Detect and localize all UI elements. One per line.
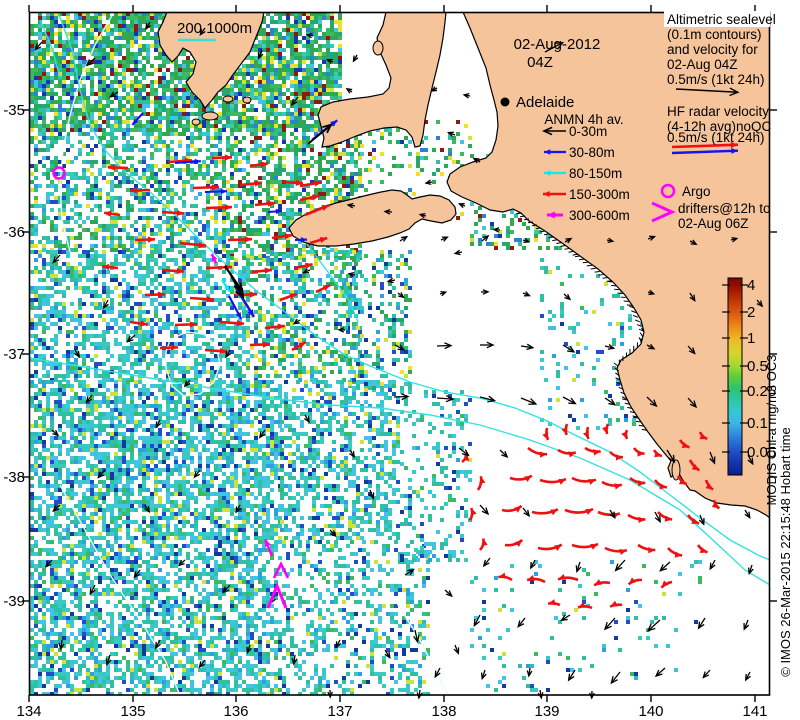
argo-drifter-glyphs [52, 166, 676, 609]
imos-credit: © IMOS 26-Mar-2015 22:15:48 Hobart time [778, 427, 793, 676]
colorbar-tick-label: 4 [747, 277, 755, 294]
colorbar-tick-label: 0.05 [747, 444, 776, 461]
y-tick-label: -37 [3, 346, 25, 363]
argo-label: Argo [682, 184, 711, 199]
anmn-item-label: 300-600m [569, 208, 630, 223]
colorbar-tick-label: 0.1 [747, 415, 768, 432]
hf-legend-line: 0.5m/s (1kt 24h) [667, 130, 765, 145]
y-tick-label: -35 [3, 102, 25, 119]
altimetric-legend-backdrop [664, 11, 770, 27]
altimetric-legend-line: 02-Aug 04Z [667, 57, 738, 72]
altimetric-legend-line: (0.1m contours) [667, 27, 762, 42]
anmn-legend-title: ANMN 4h av. [544, 112, 623, 127]
colorbar-tick-label: 0.5 [747, 358, 768, 375]
y-tick-label: -39 [3, 593, 25, 610]
x-tick-label: 135 [120, 703, 145, 720]
anmn-item-label: 30-80m [569, 145, 615, 160]
depth-scale-label: 200 1000m [177, 20, 252, 37]
hf-legend-line: (4-12h avg)noQC [667, 119, 772, 134]
x-tick-label: 136 [223, 703, 248, 720]
y-tick-label: -36 [3, 224, 25, 241]
x-tick-label: 139 [534, 703, 559, 720]
argo-drifters-line: 02-Aug 06Z [678, 216, 749, 231]
map-frame [28, 11, 771, 696]
axes-ticks [22, 5, 777, 702]
colorbar-ticks [722, 284, 748, 453]
anmn-item-label: 80-150m [569, 166, 622, 181]
x-tick-label: 134 [16, 703, 41, 720]
map-hour: 04Z [527, 54, 553, 71]
x-tick-label: 137 [327, 703, 352, 720]
adelaide-label: Adelaide [516, 94, 574, 111]
x-tick-label: 140 [638, 703, 663, 720]
x-tick-label: 138 [431, 703, 456, 720]
colorbar-tick-label: 1 [747, 330, 755, 347]
colorbar-title: MODIS Chl-a mg/m3 OC3 [764, 355, 779, 506]
coorong-beach-hatch [515, 212, 647, 431]
adelaide-marker [500, 97, 510, 107]
argo-drifters-line: drifters@12h to [678, 201, 771, 216]
velocity-arrows [34, 21, 764, 700]
colorbar-tick-label: 2 [747, 304, 755, 321]
altimetric-legend-line: 0.5m/s (1kt 24h) [667, 72, 765, 87]
anmn-item-label: 150-300m [569, 187, 630, 202]
x-tick-label: 141 [742, 703, 767, 720]
map-date: 02-Aug-2012 [514, 36, 601, 53]
y-tick-label: -38 [3, 469, 25, 486]
altimetric-legend-line: and velocity for [667, 42, 758, 57]
bathymetry-contours [29, 12, 770, 695]
hf-legend-line: HF radar velocity [667, 104, 769, 119]
altimetric-legend-line: Altimetric sealevel [667, 12, 776, 27]
colorbar-tick-label: 0.25 [747, 383, 776, 400]
colorbar [727, 277, 743, 476]
anmn-item-label: 0-30m [569, 124, 607, 139]
